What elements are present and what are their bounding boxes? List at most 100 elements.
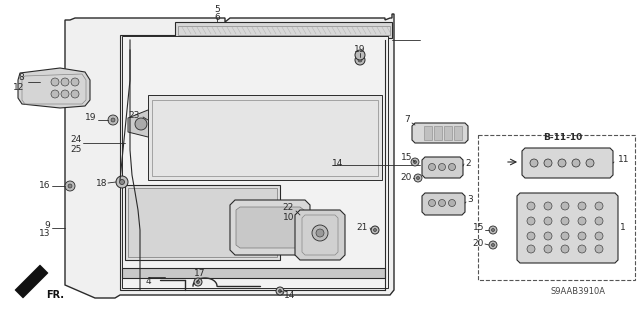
Text: 21: 21: [356, 224, 368, 233]
Text: 14: 14: [284, 291, 296, 300]
Circle shape: [558, 159, 566, 167]
Circle shape: [196, 280, 200, 284]
Circle shape: [530, 159, 538, 167]
Text: 15: 15: [472, 224, 484, 233]
Polygon shape: [65, 14, 394, 298]
Circle shape: [561, 202, 569, 210]
Text: 18: 18: [95, 179, 107, 188]
Text: 4: 4: [145, 277, 151, 286]
Polygon shape: [15, 265, 48, 298]
Circle shape: [561, 245, 569, 253]
Text: 20: 20: [401, 173, 412, 182]
Text: 9: 9: [44, 220, 50, 229]
Text: 17: 17: [195, 270, 205, 278]
Circle shape: [438, 199, 445, 206]
Text: 20: 20: [472, 240, 484, 249]
Circle shape: [578, 217, 586, 225]
Circle shape: [68, 184, 72, 188]
Circle shape: [578, 245, 586, 253]
Circle shape: [51, 78, 59, 86]
Circle shape: [544, 202, 552, 210]
Circle shape: [527, 202, 535, 210]
Text: 11: 11: [618, 155, 630, 165]
Circle shape: [572, 159, 580, 167]
Polygon shape: [454, 126, 462, 140]
Circle shape: [411, 158, 419, 166]
Polygon shape: [444, 126, 452, 140]
Circle shape: [414, 174, 422, 182]
Text: 19: 19: [84, 114, 96, 122]
Circle shape: [61, 90, 69, 98]
Circle shape: [355, 55, 365, 65]
Circle shape: [429, 199, 435, 206]
Text: 7: 7: [404, 115, 410, 124]
Circle shape: [561, 217, 569, 225]
Text: 19: 19: [355, 46, 365, 55]
Text: 10: 10: [282, 213, 294, 222]
Polygon shape: [517, 193, 618, 263]
Text: 12: 12: [13, 83, 24, 92]
Circle shape: [111, 118, 115, 122]
Polygon shape: [422, 157, 463, 178]
Polygon shape: [128, 110, 155, 137]
Circle shape: [61, 78, 69, 86]
Polygon shape: [18, 68, 90, 108]
Polygon shape: [230, 200, 310, 255]
Circle shape: [413, 160, 417, 164]
Text: 22: 22: [283, 203, 294, 211]
Circle shape: [51, 90, 59, 98]
Text: FR.: FR.: [46, 290, 64, 300]
Polygon shape: [128, 188, 277, 257]
Text: 13: 13: [38, 229, 50, 239]
Text: 2: 2: [465, 160, 470, 168]
Circle shape: [71, 78, 79, 86]
Text: 5: 5: [214, 4, 220, 13]
Polygon shape: [236, 207, 304, 248]
Circle shape: [194, 278, 202, 286]
Circle shape: [527, 245, 535, 253]
Circle shape: [489, 226, 497, 234]
Text: B-11-10: B-11-10: [543, 133, 582, 143]
Circle shape: [544, 245, 552, 253]
Circle shape: [492, 228, 495, 232]
Polygon shape: [522, 148, 613, 178]
Circle shape: [312, 225, 328, 241]
Circle shape: [65, 181, 75, 191]
Circle shape: [355, 50, 365, 60]
Circle shape: [429, 164, 435, 170]
Text: 23: 23: [129, 110, 140, 120]
Text: 8: 8: [19, 73, 24, 83]
Polygon shape: [412, 123, 468, 143]
Circle shape: [120, 180, 125, 184]
Polygon shape: [122, 268, 385, 278]
Circle shape: [116, 176, 128, 188]
Polygon shape: [122, 36, 388, 288]
Circle shape: [371, 226, 379, 234]
Polygon shape: [175, 22, 392, 38]
Circle shape: [544, 232, 552, 240]
Circle shape: [578, 232, 586, 240]
Circle shape: [438, 164, 445, 170]
Circle shape: [586, 159, 594, 167]
Text: 6: 6: [214, 12, 220, 21]
Polygon shape: [148, 95, 382, 180]
Circle shape: [595, 232, 603, 240]
Circle shape: [578, 202, 586, 210]
Text: 16: 16: [38, 182, 50, 190]
Circle shape: [278, 290, 282, 293]
Circle shape: [595, 217, 603, 225]
Circle shape: [71, 90, 79, 98]
Circle shape: [492, 243, 495, 247]
Circle shape: [595, 245, 603, 253]
Circle shape: [358, 58, 362, 62]
Circle shape: [527, 217, 535, 225]
Circle shape: [489, 241, 497, 249]
Circle shape: [135, 118, 147, 130]
Text: 14: 14: [332, 159, 344, 167]
Polygon shape: [125, 185, 280, 260]
Text: 24: 24: [71, 136, 82, 145]
Circle shape: [417, 176, 419, 180]
Circle shape: [374, 228, 376, 232]
Circle shape: [527, 232, 535, 240]
Text: 25: 25: [70, 145, 82, 153]
